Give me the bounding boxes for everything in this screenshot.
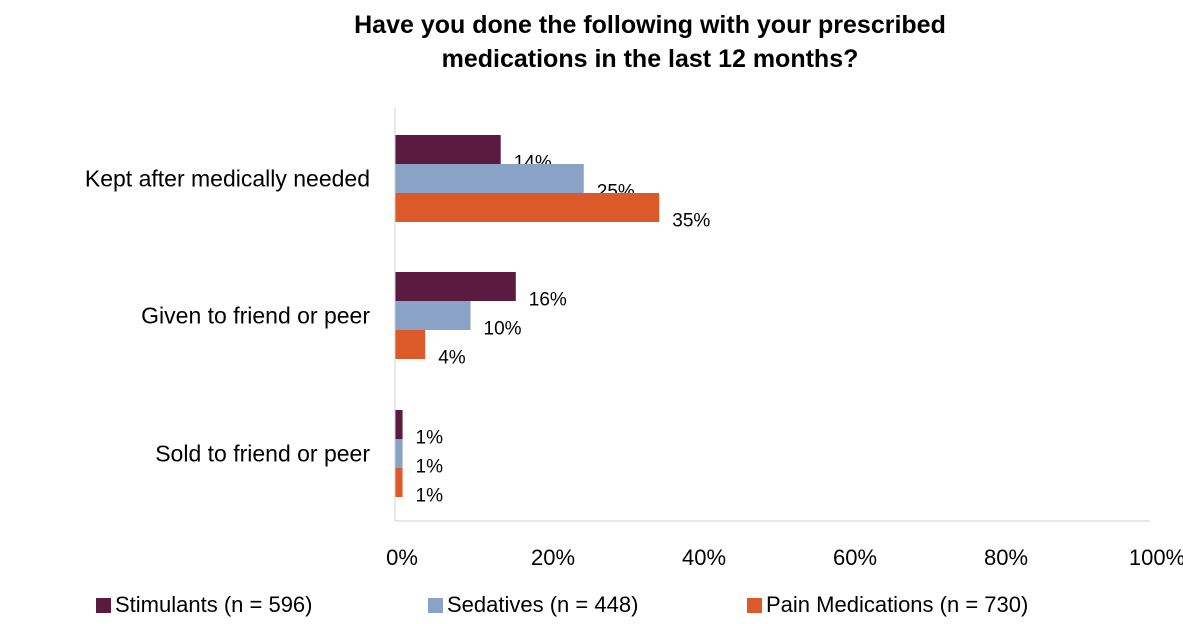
data-label-sedatives-given-to-friend-or-peer: 10%	[484, 319, 522, 340]
data-label-stimulants-given-to-friend-or-peer: 16%	[529, 290, 567, 311]
bar-pain-medications-kept-after-medically-needed	[395, 193, 660, 222]
chart-title-line-2: medications in the last 12 months?	[441, 45, 859, 73]
legend-label-stimulants: Stimulants (n = 596)	[115, 592, 313, 617]
legend-swatch-pain-medications	[747, 597, 762, 613]
legend-label-pain-medications: Pain Medications (n = 730)	[766, 592, 1029, 617]
legend-item-stimulants: Stimulants (n = 596)	[96, 592, 312, 618]
data-label-sedatives-sold-to-friend-or-peer: 1%	[416, 457, 444, 478]
bar-stimulants-given-to-friend-or-peer	[395, 272, 516, 301]
x-tick-label-0: 0%	[386, 545, 418, 570]
data-label-stimulants-sold-to-friend-or-peer: 1%	[416, 428, 444, 449]
legend-swatch-stimulants	[96, 597, 111, 613]
legend-label-sedatives: Sedatives (n = 448)	[447, 592, 639, 617]
chart-title-line-1: Have you done the following with your pr…	[354, 11, 946, 39]
legend-item-pain-medications: Pain Medications (n = 730)	[747, 592, 1028, 618]
category-label-kept-after-medically-needed: Kept after medically needed	[85, 166, 370, 192]
legend-item-sedatives: Sedatives (n = 448)	[428, 592, 638, 618]
legend-swatch-sedatives	[428, 597, 443, 613]
bar-sedatives-sold-to-friend-or-peer	[395, 439, 403, 468]
chart-legend: Stimulants (n = 596) Sedatives (n = 448)…	[0, 592, 1183, 624]
x-tick-label-2: 40%	[682, 545, 726, 570]
x-tick-label-3: 60%	[833, 545, 877, 570]
data-label-pain-medications-given-to-friend-or-peer: 4%	[438, 348, 466, 369]
category-label-given-to-friend-or-peer: Given to friend or peer	[141, 303, 370, 329]
bar-chart-plot: 14%25%35%Kept after medically needed16%1…	[85, 108, 1183, 570]
x-tick-label-5: 100%	[1129, 545, 1183, 570]
bar-sedatives-kept-after-medically-needed	[395, 164, 584, 193]
bar-sedatives-given-to-friend-or-peer	[395, 301, 471, 330]
bar-pain-medications-sold-to-friend-or-peer	[395, 468, 403, 497]
bar-pain-medications-given-to-friend-or-peer	[395, 330, 426, 359]
data-label-pain-medications-kept-after-medically-needed: 35%	[672, 211, 710, 232]
data-label-pain-medications-sold-to-friend-or-peer: 1%	[416, 486, 444, 507]
category-label-sold-to-friend-or-peer: Sold to friend or peer	[155, 441, 370, 467]
chart-title: Have you done the following with your pr…	[250, 8, 1050, 76]
x-tick-label-1: 20%	[531, 545, 575, 570]
x-tick-label-4: 80%	[984, 545, 1028, 570]
bar-stimulants-kept-after-medically-needed	[395, 135, 501, 164]
bar-stimulants-sold-to-friend-or-peer	[395, 410, 403, 439]
